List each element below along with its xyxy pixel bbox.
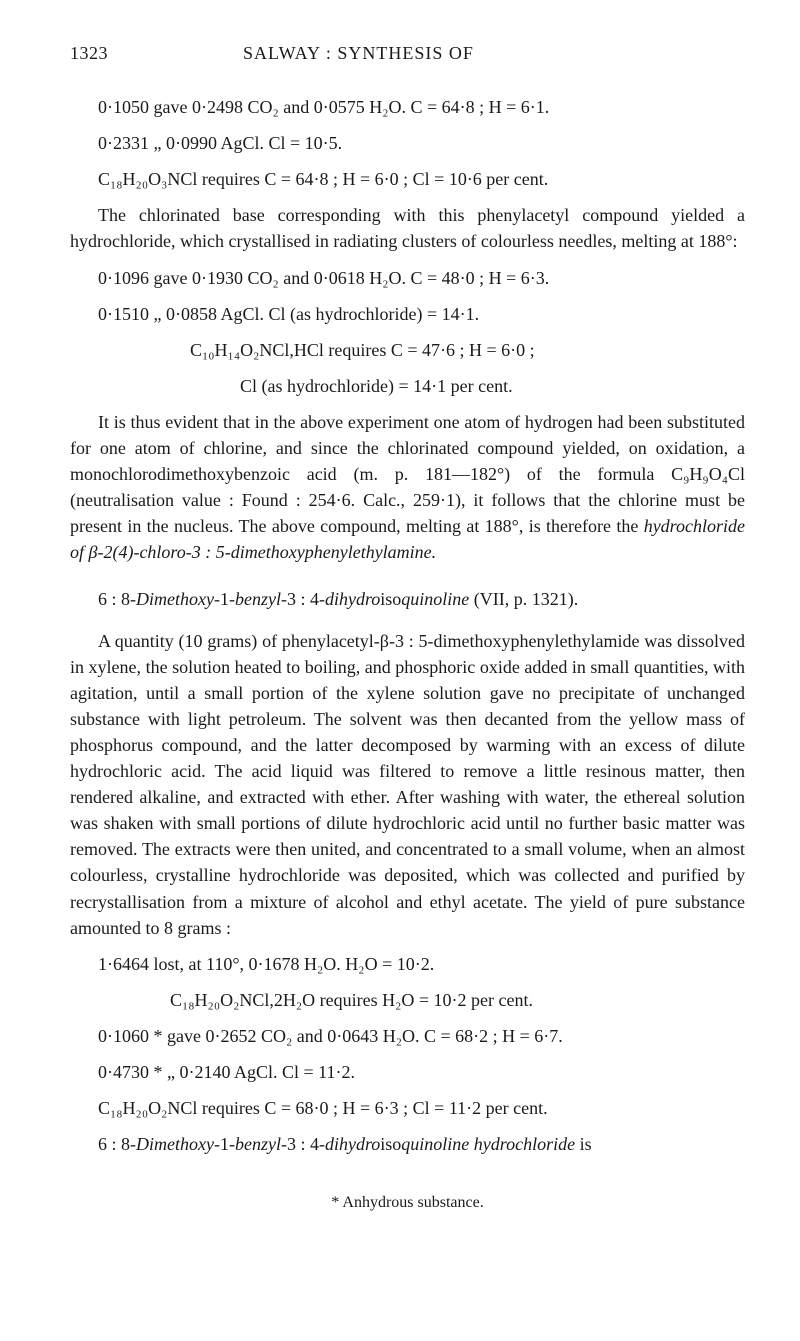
data-line: 0·2331 „ 0·0990 AgCl. Cl = 10·5.	[70, 130, 745, 156]
data-line: C₁₈H₂₀O₃NCl requires C = 64·8 ; H = 6·0 …	[70, 166, 745, 192]
data-line: 0·1060 * gave 0·2652 CO₂ and 0·0643 H₂O.…	[70, 1023, 745, 1049]
data-line: 0·1050 gave 0·2498 CO₂ and 0·0575 H₂O. C…	[70, 94, 745, 120]
t: benzyl-	[235, 589, 287, 609]
analysis-block-2: A quantity (10 grams) of phenylacetyl-β-…	[70, 628, 745, 1158]
page: 1323 SALWAY : SYNTHESIS OF 0·1050 gave 0…	[0, 0, 800, 1254]
data-line: 0·1510 „ 0·0858 AgCl. Cl (as hydrochlori…	[70, 301, 745, 327]
footnote: * Anhydrous substance.	[70, 1191, 745, 1214]
body-text: It is thus evident that in the above exp…	[70, 409, 745, 566]
data-line: C₁₈H₂₀O₂NCl,2H₂O requires H₂O = 10·2 per…	[70, 987, 745, 1013]
data-line: C₁₈H₂₀O₂NCl requires C = 68·0 ; H = 6·3 …	[70, 1095, 745, 1121]
t: Dimethoxy-	[136, 589, 220, 609]
data-line: 1·6464 lost, at 110°, 0·1678 H₂O. H₂O = …	[70, 951, 745, 977]
analysis-block-1: 0·1050 gave 0·2498 CO₂ and 0·0575 H₂O. C…	[70, 94, 745, 565]
t: 3 : 4-	[287, 589, 325, 609]
data-line: Cl (as hydrochloride) = 14·1 per cent.	[70, 373, 745, 399]
t: dihydro	[325, 1134, 380, 1154]
data-line: 0·4730 * „ 0·2140 AgCl. Cl = 11·2.	[70, 1059, 745, 1085]
data-line: 0·1096 gave 0·1930 CO₂ and 0·0618 H₂O. C…	[70, 265, 745, 291]
t: iso	[380, 1134, 401, 1154]
t: is	[575, 1134, 592, 1154]
page-number: 1323	[70, 40, 108, 66]
section-title: 6 : 8-Dimethoxy-1-benzyl-3 : 4-dihydrois…	[70, 586, 745, 612]
body-text: The chlorinated base corresponding with …	[70, 202, 745, 254]
running-title: SALWAY : SYNTHESIS OF	[243, 43, 474, 63]
body-text: 6 : 8-Dimethoxy-1-benzyl-3 : 4-dihydrois…	[70, 1131, 745, 1157]
t: Dimethoxy-	[136, 1134, 220, 1154]
t: 6 : 8-	[98, 1134, 136, 1154]
t: quinoline	[401, 589, 469, 609]
t: quinoline hydrochloride	[401, 1134, 575, 1154]
t: (VII, p. 1321).	[469, 589, 578, 609]
data-line: C₁₀H₁₄O₂NCl,HCl requires C = 47·6 ; H = …	[70, 337, 745, 363]
t: 1-	[220, 1134, 235, 1154]
t: 3 : 4-	[287, 1134, 325, 1154]
t: 6 : 8-	[98, 589, 136, 609]
body-text: A quantity (10 grams) of phenylacetyl-β-…	[70, 628, 745, 941]
t: 1-	[220, 589, 235, 609]
t: iso	[380, 589, 401, 609]
t: dihydro	[325, 589, 380, 609]
t: benzyl-	[235, 1134, 287, 1154]
page-header: 1323 SALWAY : SYNTHESIS OF	[70, 40, 745, 66]
